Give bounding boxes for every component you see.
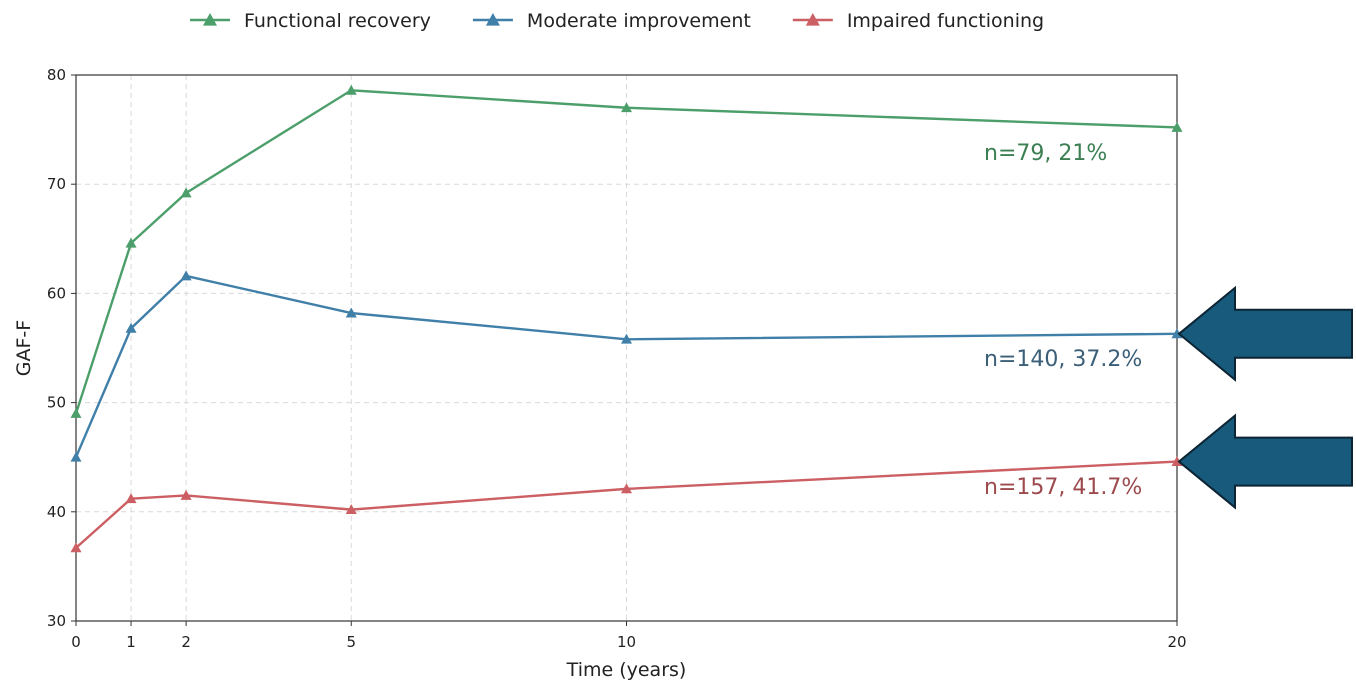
callout-arrows [1177,285,1353,510]
y-tick-label: 70 [47,175,66,193]
x-tick-label: 1 [126,633,136,651]
annotations: n=79, 21% n=140, 37.2% n=157, 41.7% [984,141,1142,500]
x-tick-label: 10 [617,633,636,651]
data-point-marker [125,493,137,504]
legend-label: Functional recovery [244,10,431,32]
series-lines [70,84,1183,553]
data-point-marker [345,84,357,95]
data-point-marker [345,504,357,515]
data-point-marker [621,102,632,113]
y-tick-label: 40 [47,503,66,521]
data-point-marker [70,451,82,462]
data-point-marker [1171,456,1183,466]
data-point-marker [180,187,192,198]
arrow-left-icon [1177,285,1353,382]
data-point-marker [345,307,357,318]
x-tick-label: 2 [181,633,191,651]
y-tick-label: 80 [47,66,66,84]
legend-swatch-marker [805,13,820,26]
y-tick-label: 50 [47,394,66,412]
legend: Functional recovery Moderate improvement I… [190,10,1044,32]
data-point-marker [70,408,82,418]
annotation-label: n=157, 41.7% [984,475,1142,500]
arrow-left-icon [1177,413,1353,510]
legend-label: Moderate improvement [527,10,751,32]
y-tick-label: 60 [47,284,66,302]
x-axis-title: Time (years) [566,659,687,681]
data-point-marker [70,542,82,553]
legend-label: Impaired functioning [847,10,1044,32]
y-tick-label: 30 [47,612,66,630]
legend-swatch-marker [203,13,217,26]
x-tick-label: 0 [71,633,81,651]
data-point-marker [125,322,137,333]
data-point-marker [125,237,137,248]
y-axis-title: GAF-F [13,320,35,376]
legend-swatch-marker [485,13,500,26]
x-tick-label: 20 [1167,633,1186,651]
data-point-marker [180,270,192,281]
x-tick-label: 5 [346,633,356,651]
series-line [75,460,1178,549]
annotation-label: n=79, 21% [984,141,1107,166]
series-line [74,274,1178,458]
data-point-marker [621,333,632,344]
series-line [74,89,1178,414]
data-point-marker [1171,328,1183,339]
axis-ticks: 0 1 2 5 10 20 30 40 50 60 70 80 [47,66,1187,651]
data-point-marker [621,483,632,494]
data-point-marker [180,489,192,500]
data-point-marker [1171,121,1183,132]
annotation-label: n=140, 37.2% [984,347,1142,372]
